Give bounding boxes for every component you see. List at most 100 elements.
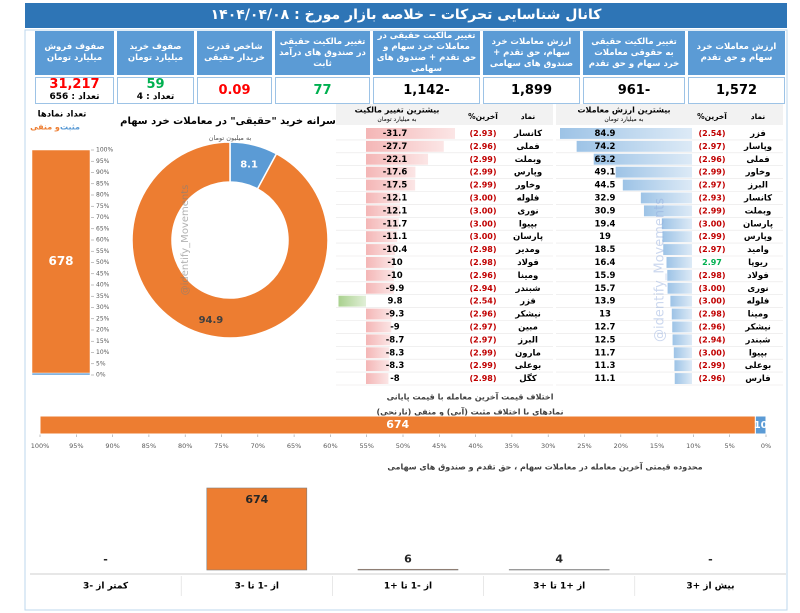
- symbol-text: البرز: [747, 181, 768, 191]
- symbol-text: مارون: [515, 348, 541, 358]
- value-text: -10: [387, 271, 402, 281]
- x-tick-label: 25%: [577, 442, 591, 450]
- kpi-value: -1,142: [403, 83, 450, 98]
- x-tick-label: 55%: [359, 442, 373, 450]
- x-tick-label: 35%: [505, 442, 519, 450]
- symbol-text: فلوله: [747, 297, 770, 307]
- value-text: -10: [387, 258, 402, 268]
- value-text: 44.5: [595, 181, 616, 191]
- change-text: (3.00): [698, 348, 725, 357]
- value-text: -9: [390, 322, 400, 332]
- value-bar: [366, 231, 398, 243]
- kpi-card: ارزش معاملات خرد سهام، حق تقدم + صندوق ه…: [483, 31, 580, 104]
- symbol-text: پارسان: [513, 232, 543, 242]
- donut-slice: [131, 141, 329, 339]
- change-text: (2.99): [469, 361, 496, 370]
- column-header: نماد: [521, 112, 536, 121]
- value-text: -8.3: [386, 361, 405, 371]
- value-text: -8.7: [386, 335, 405, 345]
- symbol-text: نیشکر: [744, 322, 771, 332]
- value-text: 11.7: [595, 348, 616, 358]
- chart-subtitle: نمادهای با اختلاف مثبت (آبی) و منفی (نار…: [377, 407, 564, 417]
- symbol-text: وخاور: [745, 168, 771, 178]
- symbol-text: وامید: [747, 245, 769, 255]
- table-header-bg: [336, 104, 553, 125]
- x-tick-label: از -1 تا +1: [384, 582, 432, 592]
- column-header: %آخرین: [697, 111, 727, 121]
- symbol-text: فارس: [745, 374, 770, 384]
- watermark: @identify_Movements: [180, 185, 191, 296]
- kpi-card: صفوف فروش میلیارد تومان 31,217 تعداد : 656: [35, 31, 114, 104]
- change-text: (2.94): [469, 284, 496, 293]
- value-bar: [674, 373, 692, 384]
- data-label: 10: [754, 420, 768, 431]
- value-text: -12.1: [383, 206, 408, 216]
- value-text: 15.9: [595, 271, 616, 281]
- change-text: (2.99): [698, 206, 725, 215]
- x-tick-label: از +1 تا +3: [533, 582, 585, 592]
- change-text: (3.00): [698, 219, 725, 228]
- chart-title: اختلاف قیمت آخرین معامله با قیمت پایانی: [387, 392, 554, 402]
- value-text: -11.7: [383, 219, 408, 229]
- table-unit: به میلیارد تومان: [377, 116, 416, 123]
- kpi-label: ارزش معاملات خرد سهام و حق تقدم: [688, 31, 785, 75]
- change-text: (2.99): [469, 181, 496, 190]
- data-label: 4: [555, 553, 563, 566]
- y-tick-label: 65%: [96, 225, 110, 232]
- x-tick-label: 20%: [614, 442, 628, 450]
- value-bar: [671, 308, 692, 320]
- data-label: -: [103, 553, 108, 566]
- x-tick-label: 80%: [178, 442, 192, 450]
- legend-entry: و منفی: [30, 123, 60, 132]
- kpi-count: تعداد : 656: [49, 92, 100, 102]
- kpi-value: 1,899: [510, 83, 553, 98]
- x-tick-label: 100%: [31, 442, 50, 450]
- data-label: 678: [48, 254, 73, 268]
- kpi-value-box: 31,217 تعداد : 656: [35, 77, 114, 104]
- chart-subtitle: به میلیون تومان: [209, 134, 252, 142]
- value-text: -22.1: [383, 155, 408, 165]
- y-tick-label: 15%: [96, 338, 110, 345]
- y-tick-label: 90%: [96, 169, 110, 176]
- change-text: (3.00): [469, 206, 496, 215]
- value-bar: [593, 153, 692, 165]
- table-title: بیشترین ارزش معاملات: [578, 106, 671, 116]
- value-bar: [661, 218, 692, 230]
- x-tick-label: 85%: [142, 442, 156, 450]
- symbol-text: بپیوا: [749, 348, 767, 358]
- change-text: (2.93): [698, 193, 725, 202]
- y-tick-label: 5%: [96, 360, 106, 367]
- x-tick-label: 0%: [761, 442, 771, 450]
- x-tick-label: 45%: [432, 442, 446, 450]
- chart-title: تعداد نمادها: [38, 110, 87, 120]
- x-tick-label: 90%: [105, 442, 119, 450]
- kpi-card: صفوف خرید میلیارد تومان 59 تعداد : 4: [117, 31, 194, 104]
- symbol-text: وبملت: [745, 206, 772, 216]
- value-bar: [366, 360, 390, 372]
- x-tick-label: 70%: [251, 442, 265, 450]
- symbol-text: نوری: [747, 284, 768, 294]
- change-text: (3.00): [698, 284, 725, 293]
- kpi-value: 0.09: [218, 83, 251, 98]
- change-text: (3.00): [469, 193, 496, 202]
- value-bar: [366, 244, 396, 255]
- value-text: -8: [390, 374, 400, 384]
- y-tick-label: 35%: [96, 293, 110, 300]
- y-tick-label: 30%: [96, 304, 110, 311]
- change-text: (3.00): [469, 219, 496, 228]
- value-text: 11.3: [595, 361, 616, 371]
- change-text: (2.97): [469, 335, 496, 344]
- symbol-text: وبملت: [515, 155, 542, 165]
- value-bar: [366, 282, 394, 294]
- value-bar: [366, 218, 399, 230]
- x-tick-label: 15%: [650, 442, 664, 450]
- y-tick-label: 70%: [96, 214, 110, 221]
- y-tick-label: 10%: [96, 349, 110, 356]
- x-tick-label: بیش از +3: [686, 582, 734, 592]
- change-text: (2.98): [698, 271, 725, 280]
- value-text: 13.9: [595, 297, 616, 307]
- value-text: -12.1: [383, 193, 408, 203]
- kpi-label: صفوف فروش میلیارد تومان: [35, 31, 114, 75]
- y-tick-label: 25%: [96, 315, 110, 322]
